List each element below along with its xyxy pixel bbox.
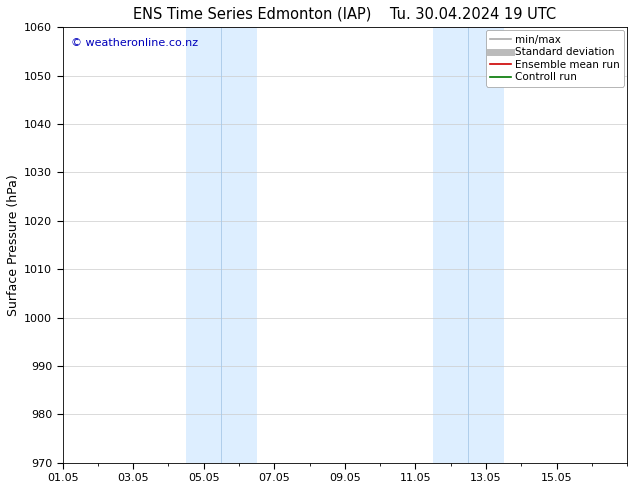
Bar [186,27,257,463]
Text: © weatheronline.co.nz: © weatheronline.co.nz [71,38,198,48]
Y-axis label: Surface Pressure (hPa): Surface Pressure (hPa) [7,174,20,316]
Bar [433,27,503,463]
Legend: min/max, Standard deviation, Ensemble mean run, Controll run: min/max, Standard deviation, Ensemble me… [486,30,624,87]
Title: ENS Time Series Edmonton (IAP)    Tu. 30.04.2024 19 UTC: ENS Time Series Edmonton (IAP) Tu. 30.04… [133,7,557,22]
